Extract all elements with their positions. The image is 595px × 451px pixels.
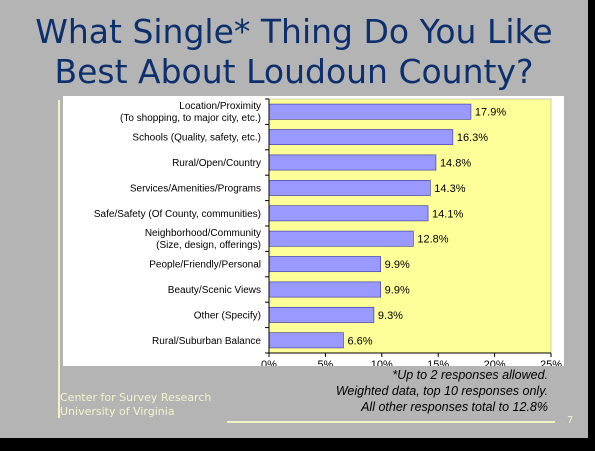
data-label: 16.3% [457,132,488,144]
data-label: 14.1% [432,208,463,220]
data-label: 14.3% [434,183,465,195]
x-tick-label: 5% [317,359,333,366]
bar [268,256,381,273]
category-label: Other (Specify) [194,310,261,321]
bar [268,205,429,222]
data-label: 9.3% [378,310,403,322]
data-label: 14.8% [440,158,471,170]
slide-shadow-right [588,0,595,451]
category-label: Safe/Safety (Of County, communities) [94,209,261,220]
data-label: 9.9% [385,285,410,297]
category-label: Services/Amenities/Programs [130,183,261,194]
page-number: 7 [567,415,574,426]
footnote-line-1: *Up to 2 responses allowed. [392,368,548,382]
footer-organization: Center for Survey Research [60,391,212,404]
category-label: Schools (Quality, safety, etc.) [132,133,261,144]
footnote-line-3: All other responses total to 12.8% [361,400,548,414]
decorative-vertical-line [58,100,60,418]
bar [268,154,437,171]
category-label: Neighborhood/Community [145,228,261,239]
data-label: 6.6% [347,335,372,347]
bar [268,306,375,323]
category-label: Beauty/Scenic Views [168,285,261,296]
x-tick-label: 20% [484,359,506,366]
data-label: 17.9% [475,107,506,119]
footer-university: University of Virginia [60,405,175,418]
footnote-line-2: Weighted data, top 10 responses only. [335,384,548,398]
x-tick-label: 0% [261,359,277,366]
category-label: (Size, design, offerings) [156,240,261,251]
category-label: Rural/Suburban Balance [152,336,261,347]
x-tick-label: 15% [427,359,449,366]
chart-area: 17.9% Location/Proximity (To shopping, to … [63,96,564,366]
data-label: 12.8% [417,234,448,246]
x-tick-label: 25% [540,359,562,366]
bar [268,179,431,196]
slide: What Single* Thing Do You Like Best Abou… [0,0,588,438]
slide-shadow-bottom [0,438,595,451]
bar [268,103,472,120]
category-label: (To shopping, to major city, etc.) [120,113,261,124]
bar [268,230,414,247]
slide-title-line-1: What Single* Thing Do You Like [35,12,553,51]
decorative-horizontal-line [227,421,555,423]
slide-title-line-2: Best About Loudoun County? [54,52,534,91]
bar [268,281,381,298]
bar [268,129,454,146]
bar-chart: 17.9% Location/Proximity(To shopping, to … [94,98,562,366]
category-label: People/Friendly/Personal [149,260,261,271]
category-label: Location/Proximity [179,101,261,112]
bar [268,332,344,349]
data-label: 9.9% [385,259,410,271]
x-tick-label: 10% [371,359,393,366]
category-label: Rural/Open/Country [172,158,261,169]
